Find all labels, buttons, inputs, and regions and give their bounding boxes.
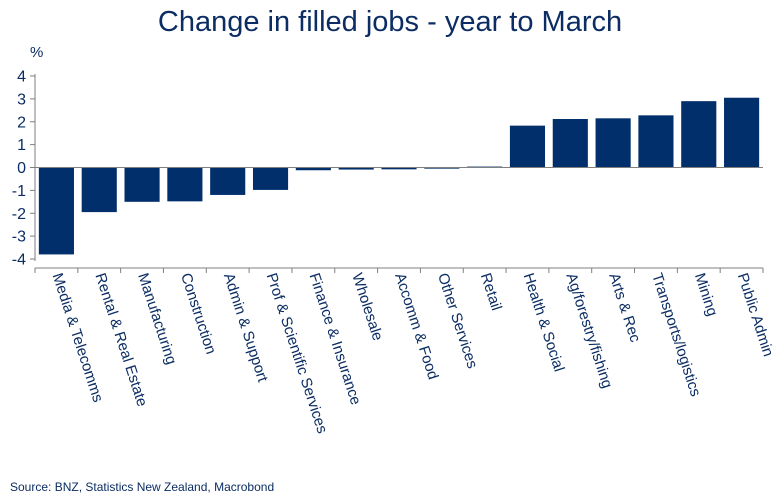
bar xyxy=(252,167,289,190)
y-tick-label: -1 xyxy=(12,183,26,200)
category-label: Wholesale xyxy=(348,271,386,343)
bar xyxy=(81,167,117,213)
category-label: Mining xyxy=(691,271,721,318)
chart-title: Change in filled jobs - year to March xyxy=(157,6,623,38)
bar xyxy=(38,167,74,255)
category-label: Construction xyxy=(177,271,219,356)
category-label: Ag/forestry/fishing xyxy=(562,271,615,390)
y-tick-label: -4 xyxy=(12,252,26,269)
bar xyxy=(595,118,631,168)
y-tick-label: 1 xyxy=(17,137,26,154)
y-axis-unit-label: % xyxy=(30,44,44,61)
category-label: Other Services xyxy=(434,271,481,371)
y-tick-label: 0 xyxy=(17,160,26,177)
bar xyxy=(681,101,717,168)
source-note: Source: BNZ, Statistics New Zealand, Mac… xyxy=(10,480,275,494)
bar xyxy=(724,97,760,168)
bar xyxy=(424,167,460,169)
y-tick-label: -2 xyxy=(12,206,26,223)
category-label: Public Admin xyxy=(734,271,777,359)
bar xyxy=(552,119,588,168)
category-label: Admin & Support xyxy=(220,271,271,385)
bar xyxy=(295,167,331,171)
category-label: Arts & Rec xyxy=(605,271,643,345)
y-tick-label: 3 xyxy=(17,91,26,108)
bar xyxy=(509,125,546,168)
bar xyxy=(167,167,203,202)
category-label: Health & Social xyxy=(520,271,568,374)
y-tick-label: -3 xyxy=(12,229,26,246)
y-tick-label: 4 xyxy=(17,69,26,86)
bar xyxy=(381,167,417,170)
bar xyxy=(124,167,160,202)
category-label: Manufacturing xyxy=(134,271,180,367)
category-label: Accomm & Food xyxy=(391,271,441,382)
bar xyxy=(638,115,674,168)
bar xyxy=(338,167,374,170)
y-tick-label: 2 xyxy=(17,114,26,131)
category-label: Retail xyxy=(477,271,505,313)
bar xyxy=(210,167,246,195)
